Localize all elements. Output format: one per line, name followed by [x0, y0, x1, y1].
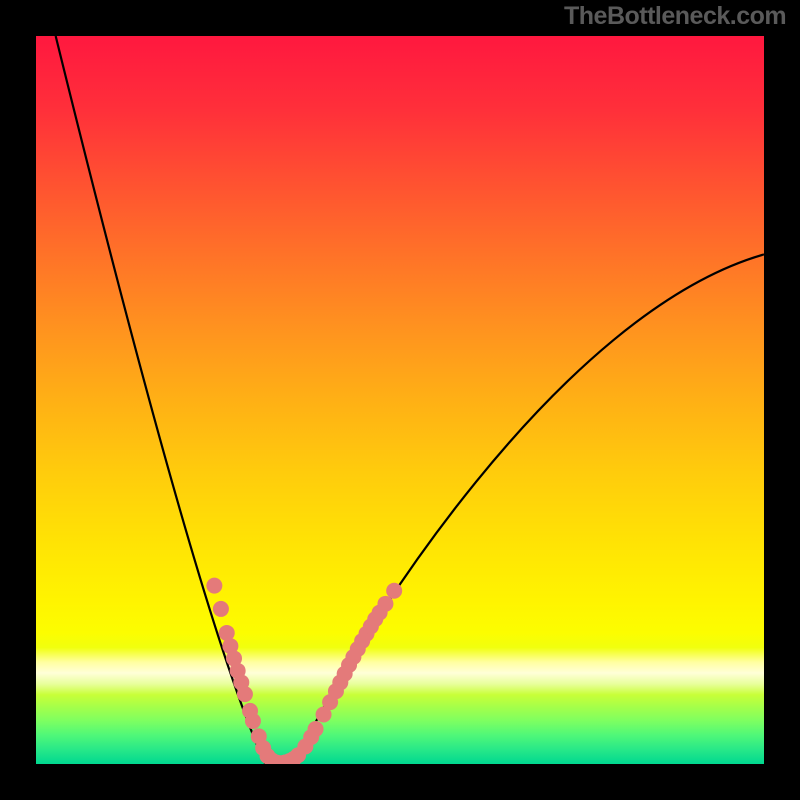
data-marker [206, 578, 222, 594]
chart-root: TheBottleneck.com [0, 0, 800, 800]
chart-svg [36, 36, 764, 764]
data-marker [377, 596, 393, 612]
data-marker [213, 601, 229, 617]
data-marker [386, 583, 402, 599]
data-marker [237, 686, 253, 702]
plot-area [36, 36, 764, 764]
watermark-text: TheBottleneck.com [564, 2, 786, 31]
data-marker [245, 713, 261, 729]
data-marker [308, 721, 324, 737]
